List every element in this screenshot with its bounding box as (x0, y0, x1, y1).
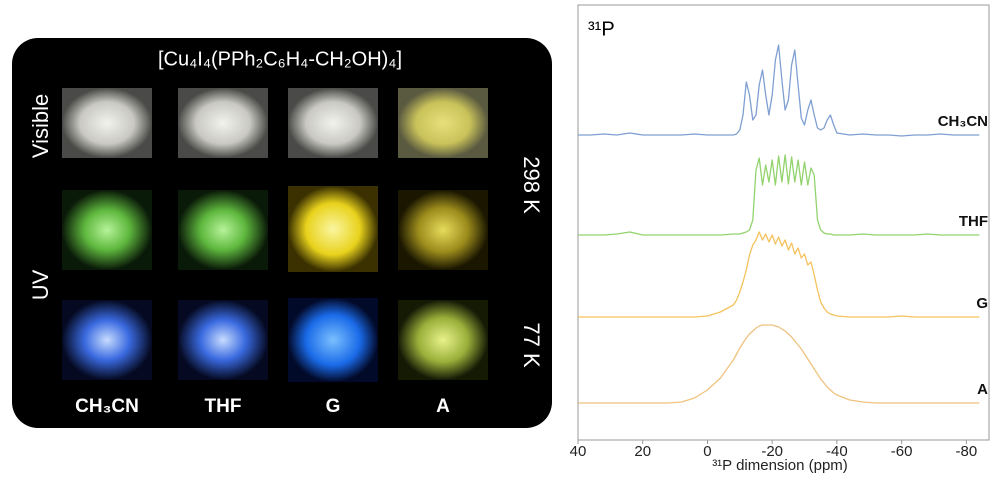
photo (288, 298, 378, 382)
spectrum-line (578, 325, 979, 403)
photo (62, 190, 152, 270)
temperature-label: 77 K (519, 322, 544, 368)
spectrum-line (578, 155, 979, 235)
x-tick-label: 20 (634, 443, 651, 460)
photo (398, 300, 488, 380)
photo (288, 186, 378, 272)
spectrum-line (578, 45, 979, 136)
plot-frame (578, 5, 989, 440)
photo (288, 88, 378, 158)
spectrum-line (578, 232, 979, 317)
column-label: G (326, 396, 341, 417)
page: [Cu₄I₄(PPh₂C₆H₄-CH₂OH)₄] Visible UV 298 … (0, 0, 990, 474)
x-tick-label: -40 (826, 443, 848, 460)
column-label: A (436, 396, 450, 417)
chart-title: ³¹P (588, 18, 615, 40)
photo (178, 88, 268, 158)
column-label: CH₃CN (75, 396, 139, 417)
photo (178, 300, 268, 380)
legend-label: CH₃CN (938, 113, 988, 130)
temperature-label: 298 K (519, 156, 544, 214)
figure: [Cu₄I₄(PPh₂C₆H₄-CH₂OH)₄] Visible UV 298 … (0, 0, 990, 474)
legend-label: THF (959, 213, 988, 230)
x-tick-label: 40 (570, 443, 587, 460)
photo (178, 190, 268, 270)
x-tick-label: -20 (761, 443, 783, 460)
x-tick-label: 0 (703, 443, 711, 460)
legend-label: A (977, 381, 988, 398)
photo (62, 300, 152, 380)
column-label: THF (205, 396, 242, 417)
photo (62, 88, 152, 158)
panel-title: [Cu₄I₄(PPh₂C₆H₄-CH₂OH)₄] (158, 48, 402, 70)
x-tick-label: -80 (956, 443, 978, 460)
x-tick-label: -60 (891, 443, 913, 460)
row-label: UV (28, 269, 53, 300)
legend-label: G (976, 295, 988, 312)
row-label: Visible (28, 94, 53, 158)
photo (398, 190, 488, 270)
photo (398, 88, 488, 158)
photo-panel: [Cu₄I₄(PPh₂C₆H₄-CH₂OH)₄] Visible UV 298 … (12, 38, 552, 428)
